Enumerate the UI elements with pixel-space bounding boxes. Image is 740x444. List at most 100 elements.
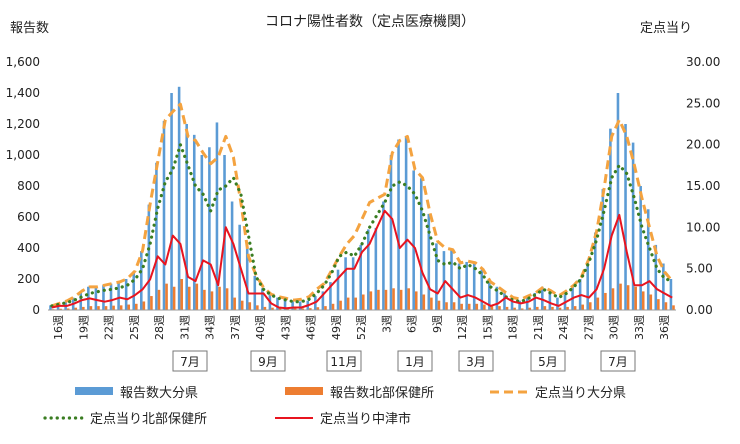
bar-oita <box>435 243 438 310</box>
bar-oita <box>200 155 204 310</box>
x-tick-label: 46週 <box>305 315 318 340</box>
bar-oita <box>261 288 264 310</box>
bar-hokubu <box>619 283 622 310</box>
bar-oita <box>586 263 589 310</box>
bar-oita <box>170 93 173 310</box>
bar-hokubu <box>316 307 320 310</box>
y-tick-label: 0 <box>32 303 40 317</box>
bar-hokubu <box>543 306 547 310</box>
bar-hokubu <box>558 307 562 310</box>
bar-oita <box>472 263 476 310</box>
bar-hokubu <box>150 296 153 310</box>
bar-hokubu <box>142 301 146 310</box>
y2-axis: 0.00 5.00 10.00 15.00 20.00 25.00 30.00 <box>686 55 720 317</box>
bar-hokubu <box>483 304 486 310</box>
x-tick-label: 34週 <box>204 315 217 340</box>
bar-hokubu <box>278 308 282 310</box>
bar-oita <box>662 263 665 310</box>
bar-hokubu <box>286 308 289 310</box>
bar-oita <box>336 269 340 310</box>
bar-hokubu <box>248 302 252 310</box>
bar-hokubu <box>664 302 668 310</box>
bar-hokubu <box>430 297 433 310</box>
bar-hokubu <box>641 291 645 310</box>
y-tick-label: 1,000 <box>6 148 40 162</box>
bar-hokubu <box>475 303 479 310</box>
bar-hokubu <box>127 304 131 310</box>
x-tick-label: 9週 <box>431 315 444 333</box>
bar-hokubu <box>422 294 426 310</box>
bar-hokubu <box>657 299 660 310</box>
bar-hokubu <box>97 306 100 310</box>
bar-hokubu <box>407 288 410 310</box>
bar-oita <box>495 286 499 310</box>
bar-oita <box>601 189 605 310</box>
month-labels: 7月 9月 11月 1月 3月 5月 7月 <box>172 350 636 372</box>
x-axis: 16週 19週 22週 25週 28週 31週 34週 37週 40週 43週 46週 49週 52週 3… <box>52 315 671 340</box>
x-tick-label: 43週 <box>279 315 292 340</box>
x-tick-label: 25週 <box>128 315 141 340</box>
bar-oita <box>669 279 673 310</box>
bar-hokubu <box>452 302 456 310</box>
bar-oita <box>344 257 347 310</box>
month-label: 7月 <box>180 355 200 369</box>
bar-hokubu <box>460 303 463 310</box>
bar-oita <box>609 128 612 310</box>
bar-oita <box>162 120 166 311</box>
month-label-box <box>397 350 433 372</box>
bar-oita <box>359 244 362 310</box>
x-tick-label: 31週 <box>178 315 191 340</box>
x-tick-label: 36週 <box>658 315 671 340</box>
x-tick-label: 24週 <box>557 315 570 340</box>
x-tick-label: 27週 <box>582 315 595 340</box>
y-tick-label: 800 <box>17 179 40 193</box>
bar-hokubu <box>263 306 267 310</box>
line-series-1 <box>50 143 674 308</box>
legend-label: 定点当り中津市 <box>320 411 411 427</box>
month-label: 11月 <box>330 355 357 369</box>
bar-oita <box>639 186 642 310</box>
chart-title: コロナ陽性者数（定点医療機関） <box>265 13 475 30</box>
line-series-0 <box>51 102 674 308</box>
y2-tick-label: 0.00 <box>686 303 713 317</box>
y-axis: 0 200 400 600 800 1,000 1,200 1,400 1,600 <box>6 55 40 317</box>
bar-oita <box>208 147 211 310</box>
bar-hokubu <box>172 286 176 310</box>
bar-oita <box>177 86 181 310</box>
bar-hokubu <box>135 303 138 310</box>
bar-oita <box>427 213 431 310</box>
bar-hokubu <box>369 291 373 310</box>
bar-hokubu <box>293 308 297 310</box>
x-tick-label: 21週 <box>532 315 545 340</box>
bar-hokubu <box>66 308 70 310</box>
bar-hokubu <box>225 288 229 310</box>
bar-oita <box>624 124 627 310</box>
bar-hokubu <box>596 297 600 310</box>
month-label-box <box>530 350 566 372</box>
bar-hokubu <box>74 307 78 310</box>
bar-oita <box>525 296 529 310</box>
month-label-box <box>458 350 494 372</box>
bar-oita <box>503 292 506 310</box>
y2-tick-label: 25.00 <box>686 96 720 110</box>
bar-oita <box>245 248 249 310</box>
month-label: 1月 <box>405 355 425 369</box>
bar-hokubu <box>82 306 85 310</box>
bar-oita <box>654 244 658 310</box>
x-tick-label: 28週 <box>153 315 166 340</box>
bar-hokubu <box>331 303 335 310</box>
bar-oita <box>351 257 355 310</box>
bar-hokubu <box>445 302 448 310</box>
bar-oita <box>548 291 552 310</box>
bar-oita <box>631 142 635 310</box>
line-area <box>50 102 674 310</box>
bar-hokubu <box>195 283 199 310</box>
bar-hokubu <box>180 279 183 310</box>
bar-hokubu <box>362 294 365 310</box>
x-tick-label: 33週 <box>633 315 646 340</box>
bar-oita <box>140 251 143 310</box>
month-label-box <box>250 350 286 372</box>
bar-hokubu <box>301 308 305 310</box>
line-series-2 <box>51 209 673 310</box>
